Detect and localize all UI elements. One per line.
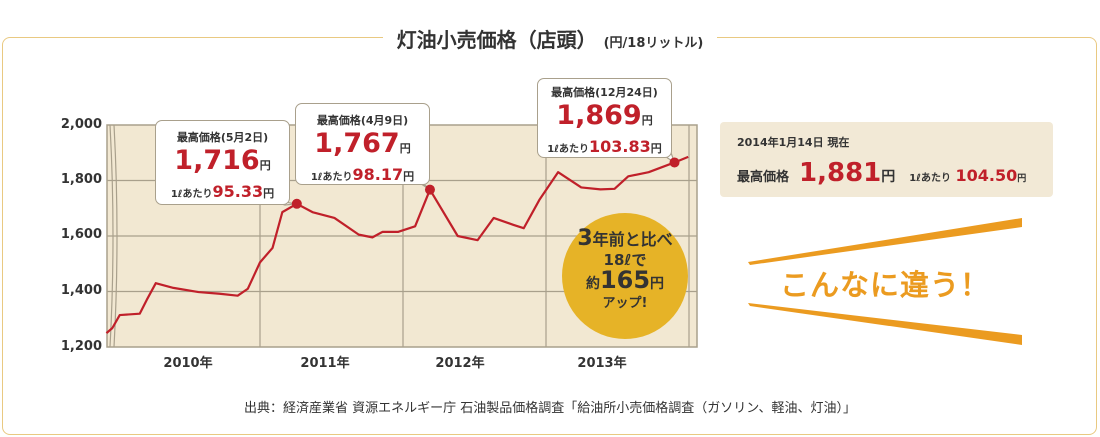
y-tick: 1,400 xyxy=(60,283,102,298)
source-note: 出典：経済産業省 資源エネルギー庁 石油製品価格調査「給油所小売価格調査（ガソリ… xyxy=(244,401,856,416)
increase-badge: 3年前と比べ 18ℓで 約165円 アップ! xyxy=(562,213,688,339)
axis-break-line xyxy=(113,124,118,348)
peak-annotation-2013: 最高価格(12月24日) 1,869円 1ℓあたり103.83円 xyxy=(537,78,672,158)
y-tick: 1,200 xyxy=(60,339,102,354)
y-tick: 1,600 xyxy=(60,227,102,242)
axis-break-line xyxy=(109,124,114,348)
price-line xyxy=(105,155,689,334)
x-tick: 2010年 xyxy=(163,356,213,371)
y-tick: 1,800 xyxy=(60,172,102,187)
slogan: こんなに違う！ xyxy=(780,268,991,302)
x-tick: 2012年 xyxy=(435,356,485,371)
y-tick: 2,000 xyxy=(60,117,102,132)
peak-annotation-2011: 最高価格(5月2日) 1,716円 1ℓあたり95.33円 xyxy=(155,120,290,205)
peak-marker xyxy=(424,184,435,195)
slogan-line-bottom xyxy=(748,303,1022,345)
peak-annotation-2012: 最高価格(4月9日) 1,767円 1ℓあたり98.17円 xyxy=(295,103,430,185)
current-price-box: 2014年1月14日 現在 最高価格 1,881円 1ℓあたり 104.50円 xyxy=(720,122,1053,197)
peak-marker xyxy=(669,157,680,168)
x-tick: 2013年 xyxy=(577,356,627,371)
chart-title: 灯油小売価格（店頭） (円/18リットル) xyxy=(0,24,1100,53)
peak-marker xyxy=(291,198,302,209)
x-tick: 2011年 xyxy=(300,356,350,371)
slogan-line-top xyxy=(748,218,1022,265)
